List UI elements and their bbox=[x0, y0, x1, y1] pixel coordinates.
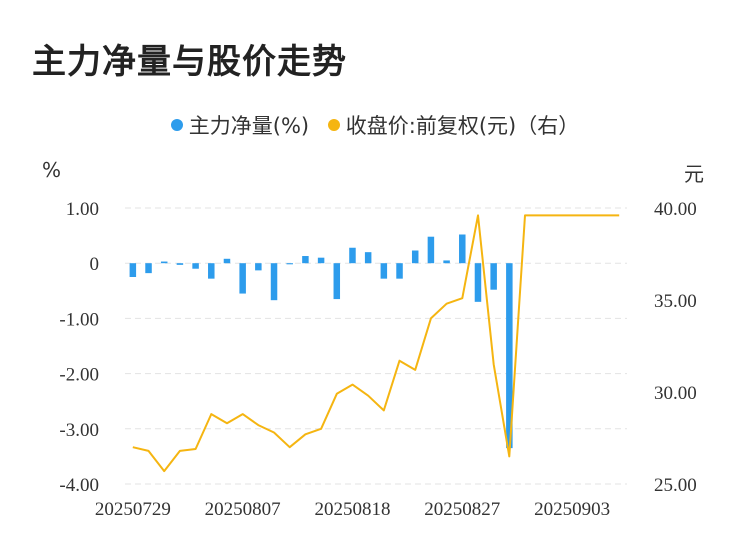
bar-net-volume bbox=[286, 263, 293, 265]
legend-label-close-price: 收盘价:前复权(元)（右） bbox=[345, 114, 580, 138]
bar-net-volume bbox=[239, 263, 246, 294]
x-tick-label: 20250827 bbox=[424, 499, 500, 520]
legend-item-close-price[interactable]: 收盘价:前复权(元)（右） bbox=[327, 110, 580, 140]
bar-net-volume bbox=[129, 263, 137, 277]
bar-net-volume bbox=[223, 258, 231, 264]
bar-net-volume bbox=[317, 257, 325, 264]
bar-net-volume bbox=[160, 261, 168, 264]
x-tick-label: 20250729 bbox=[95, 499, 171, 520]
left-tick-label: -1.00 bbox=[59, 309, 99, 330]
bar-net-volume bbox=[364, 252, 372, 264]
legend-item-net-volume[interactable]: 主力净量(%) bbox=[170, 110, 310, 140]
right-tick-label: 35.00 bbox=[654, 291, 697, 312]
bar-net-volume bbox=[474, 263, 482, 302]
legend: 主力净量(%) 收盘价:前复权(元)（右） bbox=[0, 110, 750, 140]
right-tick-label: 40.00 bbox=[654, 199, 697, 220]
left-tick-label: -3.00 bbox=[59, 420, 99, 441]
legend-marker-net-volume bbox=[170, 119, 183, 131]
bar-net-volume bbox=[506, 263, 513, 449]
right-tick-label: 25.00 bbox=[654, 475, 697, 496]
bar-net-volume bbox=[208, 263, 215, 279]
right-tick-label: 30.00 bbox=[654, 383, 697, 404]
x-tick-label: 20250807 bbox=[205, 499, 281, 520]
bar-net-volume bbox=[192, 263, 199, 269]
bar-net-volume bbox=[396, 263, 403, 279]
bar-net-volume bbox=[427, 236, 435, 264]
bar-net-volume bbox=[380, 263, 388, 279]
bar-net-volume bbox=[302, 256, 309, 264]
x-tick-label: 20250903 bbox=[534, 499, 610, 520]
bar-net-volume bbox=[176, 263, 184, 265]
line-close-price bbox=[132, 214, 620, 473]
x-tick-label: 20250818 bbox=[314, 499, 390, 520]
legend-label-net-volume: 主力净量(%) bbox=[188, 114, 310, 138]
left-tick-label: 1.00 bbox=[66, 199, 99, 220]
left-tick-label: 0 bbox=[90, 254, 100, 275]
bar-net-volume bbox=[411, 250, 419, 264]
bar-net-volume bbox=[255, 263, 262, 271]
bar-net-volume bbox=[270, 263, 278, 301]
left-axis-unit: % bbox=[42, 158, 62, 182]
right-axis-unit: 元 bbox=[684, 162, 704, 186]
bar-net-volume bbox=[349, 247, 356, 264]
bar-net-volume bbox=[145, 263, 152, 274]
bar-net-volume bbox=[333, 263, 341, 300]
chart-title: 主力净量与股价走势 bbox=[32, 42, 347, 82]
legend-marker-close-price bbox=[327, 119, 340, 131]
bar-net-volume bbox=[443, 260, 450, 264]
left-tick-label: -4.00 bbox=[59, 475, 99, 496]
bar-net-volume bbox=[459, 234, 466, 264]
left-tick-label: -2.00 bbox=[59, 365, 99, 386]
bar-net-volume bbox=[490, 263, 497, 290]
